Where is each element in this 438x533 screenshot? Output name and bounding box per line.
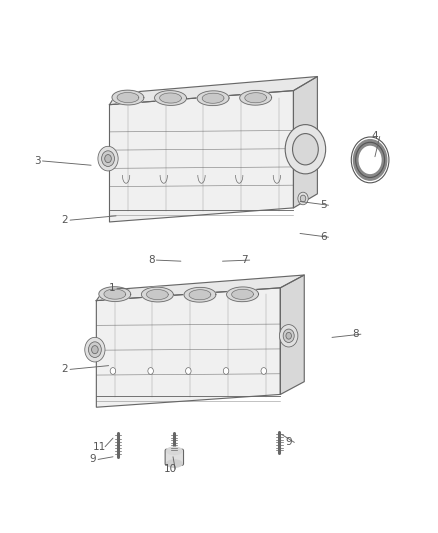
Polygon shape bbox=[96, 288, 280, 407]
Polygon shape bbox=[293, 77, 318, 208]
Circle shape bbox=[85, 337, 105, 362]
Text: 2: 2 bbox=[61, 215, 68, 225]
Polygon shape bbox=[155, 91, 187, 106]
Circle shape bbox=[283, 329, 294, 343]
Circle shape bbox=[298, 192, 308, 205]
Text: 5: 5 bbox=[320, 200, 327, 210]
Circle shape bbox=[110, 368, 116, 374]
Text: 2: 2 bbox=[61, 365, 68, 374]
Polygon shape bbox=[99, 287, 131, 302]
Polygon shape bbox=[117, 93, 139, 102]
Circle shape bbox=[261, 368, 267, 374]
Circle shape bbox=[88, 342, 101, 358]
Circle shape bbox=[148, 368, 153, 374]
FancyBboxPatch shape bbox=[165, 449, 184, 465]
Circle shape bbox=[285, 125, 325, 174]
Polygon shape bbox=[245, 93, 267, 103]
Polygon shape bbox=[189, 290, 211, 300]
Polygon shape bbox=[232, 289, 254, 300]
Circle shape bbox=[98, 147, 118, 171]
Polygon shape bbox=[226, 287, 258, 302]
Ellipse shape bbox=[166, 460, 182, 467]
Polygon shape bbox=[147, 289, 168, 300]
Polygon shape bbox=[110, 91, 293, 222]
Circle shape bbox=[186, 368, 191, 374]
Polygon shape bbox=[197, 91, 229, 106]
Circle shape bbox=[92, 345, 98, 354]
Text: 7: 7 bbox=[241, 255, 248, 265]
Polygon shape bbox=[110, 77, 318, 104]
Polygon shape bbox=[96, 275, 304, 301]
Polygon shape bbox=[141, 287, 173, 302]
Polygon shape bbox=[160, 93, 181, 103]
Polygon shape bbox=[202, 93, 224, 103]
Ellipse shape bbox=[166, 447, 182, 455]
Circle shape bbox=[223, 368, 229, 374]
Polygon shape bbox=[240, 91, 272, 105]
Text: 4: 4 bbox=[371, 132, 378, 141]
Text: 10: 10 bbox=[163, 464, 177, 474]
Polygon shape bbox=[104, 289, 126, 299]
Polygon shape bbox=[184, 287, 216, 302]
Circle shape bbox=[279, 325, 298, 347]
Circle shape bbox=[286, 333, 291, 339]
Text: 9: 9 bbox=[286, 438, 293, 447]
Circle shape bbox=[105, 155, 111, 163]
Text: 9: 9 bbox=[89, 455, 96, 464]
Text: 1: 1 bbox=[108, 284, 115, 293]
Text: 6: 6 bbox=[320, 232, 327, 242]
Circle shape bbox=[102, 151, 114, 166]
Polygon shape bbox=[280, 275, 304, 394]
Text: 3: 3 bbox=[34, 156, 41, 166]
Text: 11: 11 bbox=[93, 442, 106, 451]
Circle shape bbox=[300, 195, 306, 202]
Polygon shape bbox=[112, 90, 144, 105]
Text: 8: 8 bbox=[352, 329, 359, 339]
Text: 8: 8 bbox=[148, 255, 155, 265]
Circle shape bbox=[293, 134, 318, 165]
